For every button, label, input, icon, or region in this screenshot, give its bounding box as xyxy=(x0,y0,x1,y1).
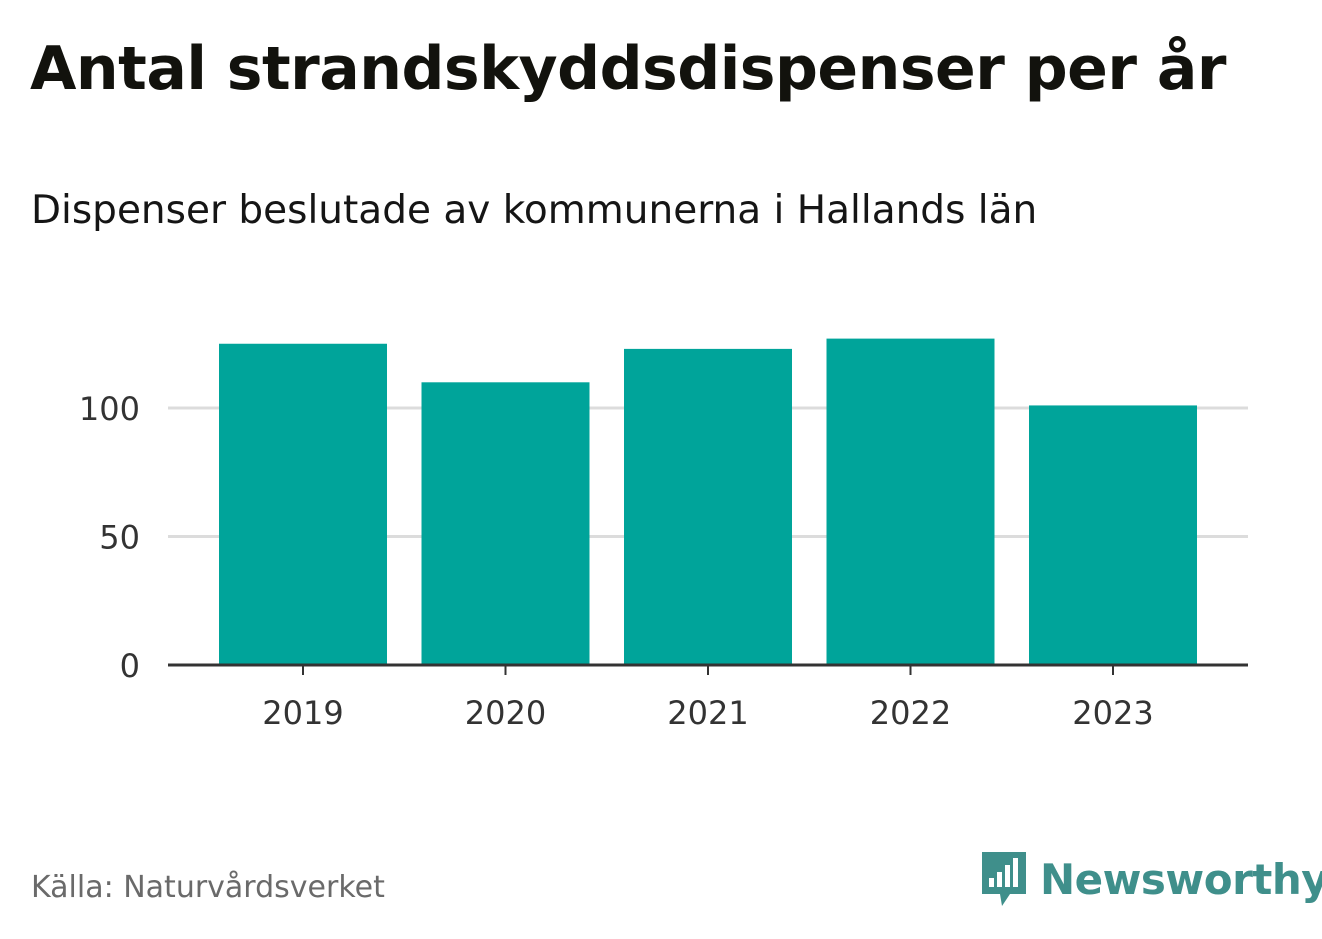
bar-2022 xyxy=(826,338,995,665)
x-tick-label: 2019 xyxy=(262,694,343,732)
axes: 0 50 100 2019 2020 2021 2022 2023 xyxy=(79,390,1248,732)
y-tick-label: 50 xyxy=(99,519,140,557)
bar-2021 xyxy=(624,348,792,665)
x-tick-label: 2023 xyxy=(1072,694,1153,732)
bar-2023 xyxy=(1029,405,1197,665)
brand-name: Newsworthy xyxy=(1040,854,1322,904)
newsworthy-logo: Newsworthy xyxy=(980,850,1322,908)
y-tick-label: 0 xyxy=(120,647,140,685)
bar-2019 xyxy=(219,343,387,665)
chart-subtitle: Dispenser beslutade av kommunerna i Hall… xyxy=(31,188,1038,233)
x-tick-label: 2020 xyxy=(465,694,546,732)
x-tick-label: 2022 xyxy=(870,694,951,732)
chart-title: Antal strandskyddsdispenser per år xyxy=(30,34,1226,104)
source-note: Källa: Naturvårdsverket xyxy=(31,870,385,905)
y-tick-label: 100 xyxy=(79,390,140,428)
x-tick-label: 2021 xyxy=(667,694,748,732)
bar-2020 xyxy=(421,382,590,665)
newsworthy-icon xyxy=(982,852,1026,906)
bars xyxy=(219,338,1197,665)
